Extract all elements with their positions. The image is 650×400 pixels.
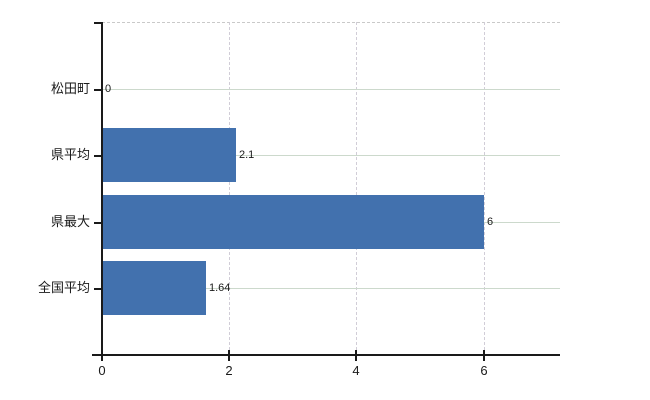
y-axis-line — [101, 22, 103, 355]
x-tick-label-4: 4 — [352, 363, 360, 378]
bar-row-2 — [102, 195, 484, 249]
y-axis-top-tick — [94, 22, 102, 24]
value-label-row-2: 6 — [487, 216, 494, 228]
y-tick-row-1 — [94, 155, 102, 157]
h-gridline-row-0 — [102, 89, 560, 90]
category-label-row-1: 県平均 — [50, 147, 90, 162]
y-tick-row-3 — [94, 288, 102, 290]
x-tick-6 — [483, 350, 485, 361]
x-tick-4 — [355, 350, 357, 361]
h-gridline-row-1 — [102, 155, 560, 156]
y-tick-row-2 — [94, 222, 102, 224]
value-label-row-1: 2.1 — [239, 149, 255, 161]
v-gridline-2 — [229, 22, 230, 355]
x-tick-2 — [228, 350, 230, 361]
value-label-row-0: 0 — [105, 83, 112, 95]
category-label-row-3: 全国平均 — [37, 280, 90, 295]
value-label-row-3: 1.64 — [209, 282, 231, 294]
x-axis-line — [92, 354, 560, 356]
bar-row-1 — [102, 128, 236, 182]
y-tick-row-0 — [94, 89, 102, 91]
bar-row-3 — [102, 261, 206, 315]
h-gridline-row-3 — [102, 288, 560, 289]
plot-top-border — [102, 22, 560, 23]
x-tick-label-2: 2 — [225, 363, 233, 378]
category-label-row-2: 県最大 — [50, 214, 90, 229]
category-label-row-0: 松田町 — [50, 81, 90, 96]
x-tick-0 — [101, 350, 103, 361]
v-gridline-4 — [356, 22, 357, 355]
x-tick-label-0: 0 — [98, 363, 106, 378]
v-gridline-6 — [484, 22, 485, 355]
x-tick-label-6: 6 — [480, 363, 488, 378]
